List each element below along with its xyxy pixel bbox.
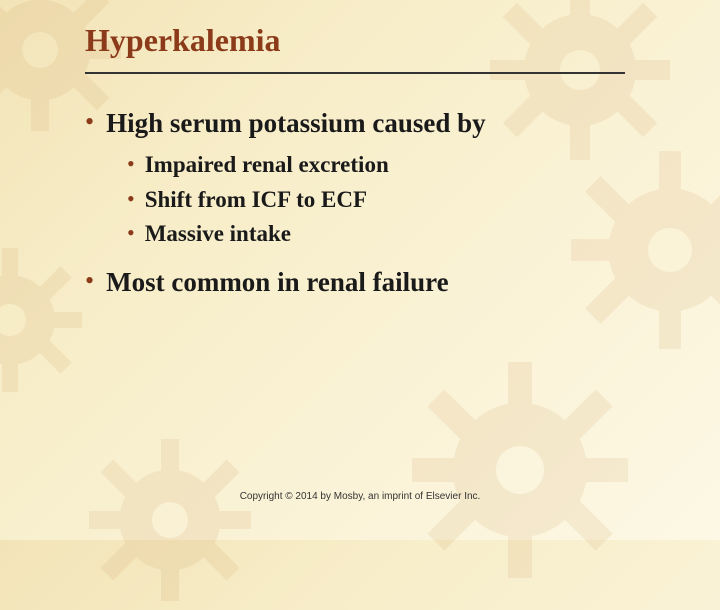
bullet-text: Shift from ICF to ECF [145, 184, 367, 216]
gear-decoration [80, 430, 260, 610]
bullet-text: Massive intake [145, 218, 291, 250]
gear-decoration [400, 350, 640, 590]
slide-title: Hyperkalemia [85, 22, 281, 59]
copyright-text: Copyright © 2014 by Mosby, an imprint of… [0, 491, 720, 502]
bullet-dot-icon: • [85, 105, 94, 139]
bullet-level1: • High serum potassium caused by [85, 105, 645, 141]
gear-decoration [0, 240, 90, 400]
bullet-level2: • Impaired renal excretion [127, 149, 645, 181]
bullet-dot-icon: • [85, 264, 94, 298]
bullet-dot-icon: • [127, 184, 135, 214]
title-underline [85, 72, 625, 74]
slide-content: • High serum potassium caused by • Impai… [85, 105, 645, 308]
bullet-level2: • Shift from ICF to ECF [127, 184, 645, 216]
bullet-dot-icon: • [127, 149, 135, 179]
bullet-dot-icon: • [127, 218, 135, 248]
bullet-level2: • Massive intake [127, 218, 645, 250]
bullet-text: High serum potassium caused by [106, 105, 486, 141]
bullet-text: Impaired renal excretion [145, 149, 389, 181]
bullet-text: Most common in renal failure [106, 264, 448, 300]
bullet-level1: • Most common in renal failure [85, 264, 645, 300]
sub-bullet-list: • Impaired renal excretion • Shift from … [127, 149, 645, 250]
